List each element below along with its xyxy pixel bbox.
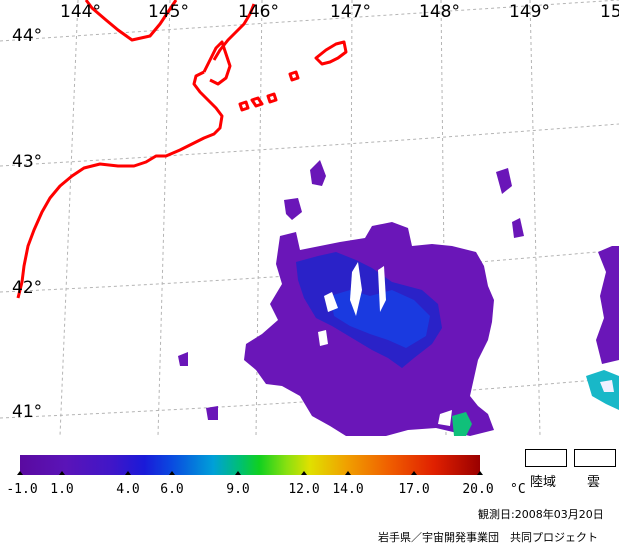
cloud-gap-3: [324, 292, 338, 312]
sst-patch-north-1: [284, 198, 302, 220]
colorbar-label-6: 6.0: [160, 482, 184, 497]
sst-patch-west-2: [206, 406, 218, 420]
map-canvas: [0, 0, 619, 436]
colorbar-tick-12: [301, 471, 307, 475]
colorbar-unit: °C: [510, 482, 526, 497]
colorbar-label-20: 20.0: [462, 482, 494, 497]
parallel-44: [0, 0, 619, 42]
graticule: [0, 0, 619, 436]
sst-patch-northeast: [512, 218, 524, 238]
parallel-41: [0, 377, 619, 419]
coast-hokkaido-east: [16, 70, 224, 299]
parallel-42: [0, 249, 619, 293]
colorbar-label-14: 14.0: [332, 482, 364, 497]
coast-islet-2: [288, 70, 300, 82]
coast-hokkaido-north: [84, 0, 178, 42]
longitude-label-147: 147°: [330, 2, 371, 22]
meridian-146: [255, 0, 263, 436]
latitude-label-41: 41°: [12, 402, 43, 422]
colorbar-tick-9: [235, 471, 241, 475]
sst-patch-west-1: [178, 352, 188, 366]
credit-text: 岩手県／宇宙開発事業団 共同プロジェクト: [378, 531, 598, 544]
meridian-147: [349, 0, 353, 436]
colorbar-label-4: 4.0: [116, 482, 140, 497]
land-legend-swatch: [525, 449, 567, 467]
colorbar-label-1: 1.0: [50, 482, 74, 497]
cloud-gap-1: [350, 262, 362, 316]
cloud-gap-4: [438, 410, 452, 426]
coast-kunashiri: [212, 3, 256, 61]
colorbar-label-12: 12.0: [288, 482, 320, 497]
cloud-legend-label: 雲: [587, 475, 601, 490]
temperature-colorbar: [20, 455, 480, 475]
coastline: [16, 0, 348, 299]
meridian-148: [440, 0, 447, 436]
sea-surface-temperature-map: 144° 145° 146° 147° 148° 149° 15 44° 43°…: [0, 0, 619, 436]
colorbar-tick-6: [169, 471, 175, 475]
meridian-145: [157, 0, 171, 436]
colorbar-tick-4: [125, 471, 131, 475]
longitude-label-144: 144°: [60, 2, 101, 22]
colorbar-label-17: 17.0: [398, 482, 430, 497]
cloud-gap-5: [318, 330, 328, 346]
latitude-label-43: 43°: [12, 152, 43, 172]
longitude-label-149: 149°: [509, 2, 550, 22]
colorbar-tick-1: [59, 471, 65, 475]
sst-data: [178, 160, 619, 436]
observation-date: 観測日:2008年03月20日: [478, 508, 604, 521]
sst-warm-spot-east-inner: [600, 380, 614, 392]
sst-patch-north-3: [496, 168, 512, 194]
coast-islet-1: [266, 92, 278, 104]
coast-iturup-south: [314, 40, 348, 66]
meridian-144: [59, 0, 79, 436]
colorbar-tick-14: [345, 471, 351, 475]
coast-shikotan: [250, 96, 264, 108]
sst-warm-spot-east: [586, 370, 619, 410]
sst-patch-east: [596, 246, 619, 364]
cloud-gaps: [318, 262, 452, 426]
colorbar-label-m1: -1.0: [6, 482, 38, 497]
sst-warm-spot-south: [452, 412, 472, 436]
cloud-gap-2: [378, 266, 386, 312]
colorbar-tick-m1: [17, 471, 23, 475]
longitude-label-148: 148°: [419, 2, 460, 22]
latitude-label-44: 44°: [12, 26, 43, 46]
colorbar-tick-20: [477, 471, 483, 475]
longitude-label-146: 146°: [238, 2, 279, 22]
parallel-43: [0, 123, 619, 167]
coast-shiretoko: [202, 40, 232, 86]
land-legend-label: 陸域: [530, 475, 557, 490]
coast-habomai: [238, 100, 250, 112]
longitude-label-150: 15: [600, 2, 619, 22]
cloud-legend-swatch: [574, 449, 616, 467]
colorbar-tick-17: [411, 471, 417, 475]
latitude-label-42: 42°: [12, 278, 43, 298]
colorbar-label-9: 9.0: [226, 482, 250, 497]
longitude-label-145: 145°: [148, 2, 189, 22]
sst-patch-north-2: [310, 160, 326, 186]
meridian-149: [529, 0, 541, 436]
